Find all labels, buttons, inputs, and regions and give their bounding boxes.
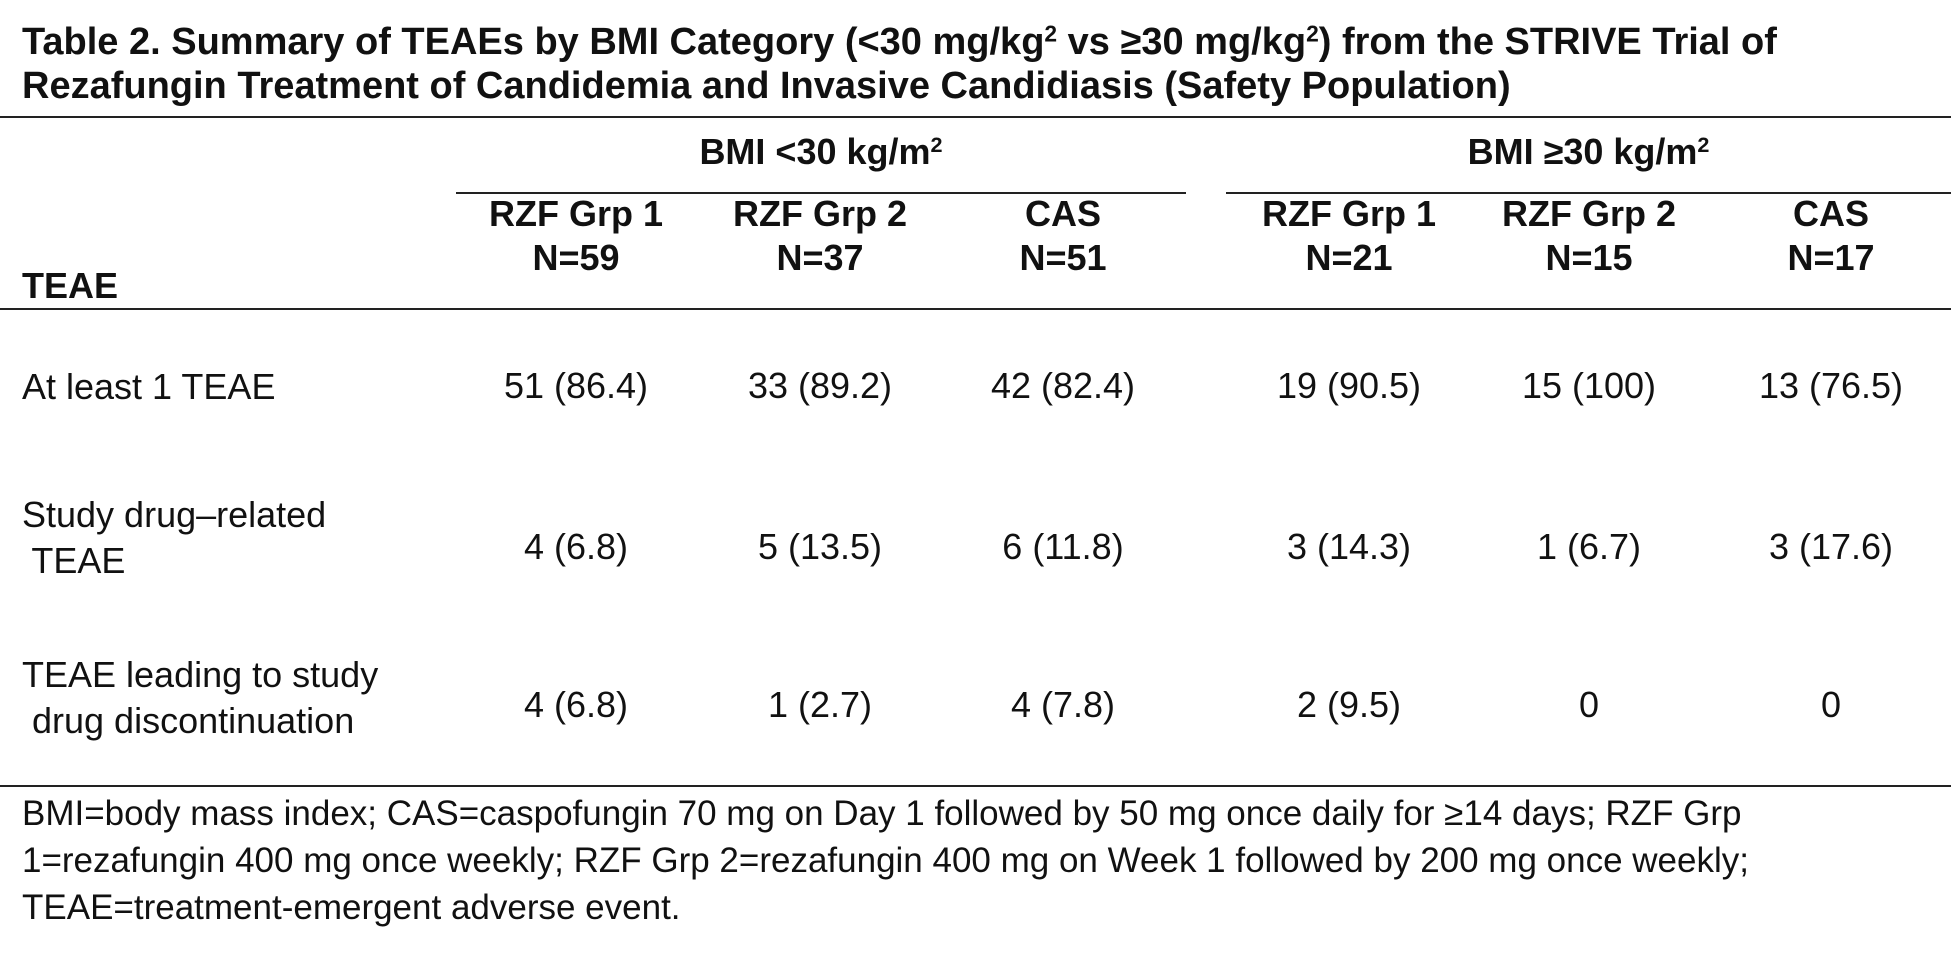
group-rule-bmi-30-plus: [1226, 192, 1951, 194]
table-bottom-rule: [0, 785, 1951, 787]
row-header-teae: TEAE: [22, 265, 119, 306]
column-name: RZF Grp 2: [732, 193, 907, 234]
table-cell: 6 (11.8): [1002, 526, 1124, 567]
title-text-2: vs ≥30 mg/kg: [1057, 21, 1307, 63]
table-cell: 1 (6.7): [1536, 526, 1642, 567]
table-title: Table 2. Summary of TEAEs by BMI Categor…: [22, 20, 1942, 108]
title-text-1: Table 2. Summary of TEAEs by BMI Categor…: [22, 21, 1045, 63]
row-label-at-least-1-teae: At least 1 TEAE: [22, 366, 276, 407]
table-cell: 4 (7.8): [1010, 684, 1116, 725]
column-header: CAS N=17: [1731, 192, 1931, 280]
column-name: CAS: [1792, 193, 1869, 234]
group-rule-bmi-under-30: [456, 192, 1186, 194]
group-header-bmi-30-plus: BMI ≥30 kg/m2: [1226, 130, 1951, 174]
group-label: BMI <30 kg/m: [699, 131, 931, 172]
table-cell: 51 (86.4): [503, 365, 649, 406]
group-superscript: 2: [930, 132, 943, 158]
row-label-teae-leading-to-discontinuation: TEAE leading to study drug discontinuati…: [22, 654, 379, 741]
table-cell: 3 (17.6): [1768, 526, 1894, 567]
column-n: N=59: [532, 237, 620, 278]
header-bottom-rule: [0, 308, 1951, 310]
column-n: N=17: [1787, 237, 1875, 278]
column-header: RZF Grp 2 N=37: [720, 192, 920, 280]
table-footnote: BMI=body mass index; CAS=caspofungin 70 …: [22, 794, 1749, 927]
column-name: RZF Grp 1: [488, 193, 663, 234]
column-name: CAS: [1024, 193, 1101, 234]
table-cell: 4 (6.8): [523, 684, 629, 725]
table-cell: 5 (13.5): [757, 526, 883, 567]
table-cell: 4 (6.8): [523, 526, 629, 567]
table-cell: 0: [1578, 684, 1600, 725]
table-cell: 42 (82.4): [990, 365, 1136, 406]
table-cell: 13 (76.5): [1758, 365, 1904, 406]
column-n: N=51: [1019, 237, 1107, 278]
column-header: RZF Grp 1 N=59: [476, 192, 676, 280]
group-superscript: 2: [1697, 132, 1710, 158]
title-superscript-2: 2: [1306, 20, 1319, 47]
table-cell: 33 (89.2): [747, 365, 893, 406]
table-cell: 3 (14.3): [1286, 526, 1412, 567]
title-text-3: ) from the STRIVE Trial of Rezafungin Tr…: [22, 21, 1777, 107]
table-cell: 2 (9.5): [1296, 684, 1402, 725]
group-label: BMI ≥30 kg/m: [1467, 131, 1698, 172]
table-cell: 19 (90.5): [1276, 365, 1422, 406]
column-name: RZF Grp 1: [1261, 193, 1436, 234]
column-n: N=15: [1545, 237, 1633, 278]
group-header-bmi-under-30: BMI <30 kg/m2: [456, 130, 1186, 174]
table-cell: 1 (2.7): [767, 684, 873, 725]
column-header: RZF Grp 1 N=21: [1249, 192, 1449, 280]
column-header: CAS N=51: [963, 192, 1163, 280]
table-cell: 0: [1820, 684, 1842, 725]
column-n: N=37: [776, 237, 864, 278]
column-name: RZF Grp 2: [1501, 193, 1676, 234]
table-top-rule: [0, 116, 1951, 118]
title-superscript-1: 2: [1044, 20, 1058, 47]
table-cell: 15 (100): [1521, 365, 1657, 406]
column-header: RZF Grp 2 N=15: [1489, 192, 1689, 280]
row-label-study-drug-related-teae: Study drug–related TEAE: [22, 494, 327, 581]
column-n: N=21: [1305, 237, 1393, 278]
